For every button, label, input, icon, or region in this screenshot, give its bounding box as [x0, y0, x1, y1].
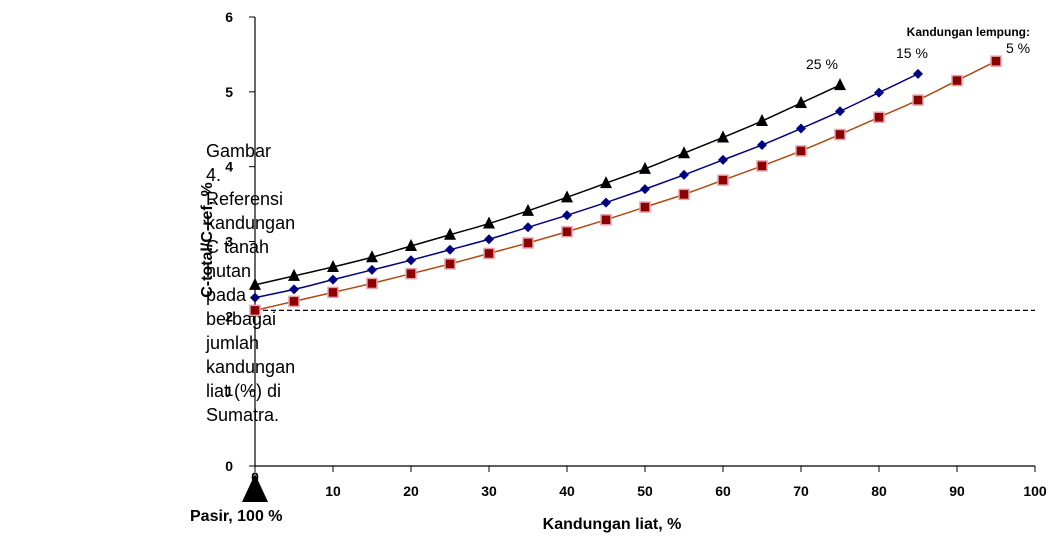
- diamond-point: [406, 255, 416, 266]
- x-tick-label: 60: [715, 483, 731, 499]
- labels-layer: Kandungan liat, % C-total/C-ref, % Kandu…: [190, 25, 1030, 533]
- diamond-point: [484, 234, 494, 245]
- y-tick-label: 1: [225, 383, 233, 399]
- y-tick-label: 3: [225, 234, 233, 250]
- square-point: [834, 128, 846, 141]
- triangle-point: [561, 190, 573, 203]
- square-point: [249, 304, 261, 317]
- x-tick-label: 40: [559, 483, 575, 499]
- y-tick-label: 4: [225, 159, 233, 175]
- diamond-point: [757, 139, 767, 150]
- square-point: [405, 267, 417, 280]
- y-tick-label: 6: [225, 9, 233, 25]
- triangle-point: [795, 96, 807, 109]
- square-point: [639, 201, 651, 213]
- square-point: [444, 258, 456, 270]
- x-tick-label: 30: [481, 483, 497, 499]
- triangle-point: [678, 146, 690, 159]
- diamond-point: [562, 210, 572, 221]
- legend-title: Kandungan lempung:: [907, 25, 1030, 39]
- square-point: [327, 286, 339, 299]
- series-label: 15 %: [896, 45, 928, 61]
- x-tick-label: 90: [949, 483, 965, 499]
- triangle-point: [444, 227, 456, 240]
- square-point: [561, 226, 573, 238]
- series-2: 5 %: [249, 40, 1030, 317]
- diamond-point: [328, 274, 338, 285]
- series-line: [254, 84, 841, 286]
- triangle-point: [639, 161, 651, 174]
- diamond-point: [718, 154, 728, 165]
- diamond-point: [250, 292, 260, 303]
- x-axis-title: Kandungan liat, %: [543, 516, 682, 533]
- y-tick-label: 5: [225, 84, 233, 100]
- square-point: [522, 237, 534, 249]
- square-point: [717, 174, 729, 186]
- x-tick-label: 20: [403, 483, 419, 499]
- triangle-point: [600, 176, 612, 189]
- series-label: 25 %: [806, 56, 838, 72]
- triangle-point: [717, 130, 729, 143]
- axes: 01234561020304050607080901000: [225, 9, 1047, 502]
- square-point: [990, 55, 1002, 67]
- y-tick-label: 2: [225, 308, 233, 324]
- square-point: [951, 74, 963, 87]
- diamond-point: [445, 244, 455, 255]
- triangle-point: [288, 268, 300, 281]
- x-tick-label: 80: [871, 483, 887, 499]
- diamond-point: [289, 284, 299, 295]
- square-point: [873, 111, 885, 124]
- y-axis-title: C-total/C-ref, %: [199, 182, 216, 298]
- x-tick-label: 10: [325, 483, 341, 499]
- pasir-annotation-label: Pasir, 100 %: [190, 508, 283, 525]
- triangle-point: [249, 277, 261, 290]
- diamond-point: [367, 264, 377, 275]
- series-label: 5 %: [1006, 40, 1030, 56]
- series-layer: 25 % 15 % 5 %: [249, 40, 1030, 317]
- diamond-point: [874, 87, 884, 98]
- square-point: [912, 94, 924, 106]
- square-point: [795, 145, 807, 157]
- y-tick-label: 0: [225, 458, 233, 474]
- x-tick-label: 70: [793, 483, 809, 499]
- x-tick-label: 50: [637, 483, 653, 499]
- diamond-point: [835, 106, 845, 117]
- figure-caption: Gambar 4. Referensi kandungan C tanah hu…: [206, 141, 296, 425]
- diamond-point: [796, 123, 806, 134]
- triangle-point: [405, 238, 417, 251]
- square-point: [483, 247, 495, 260]
- diamond-point: [601, 197, 611, 208]
- diamond-point: [913, 68, 923, 79]
- triangle-point: [834, 78, 846, 91]
- triangle-point: [483, 216, 495, 229]
- series-0: 25 %: [249, 56, 846, 290]
- triangle-point: [756, 114, 768, 127]
- triangle-point: [522, 203, 534, 216]
- triangle-point: [327, 259, 339, 272]
- diamond-point: [679, 169, 689, 180]
- square-point: [756, 160, 768, 172]
- series-1: 15 %: [250, 45, 928, 303]
- triangle-point: [366, 250, 378, 263]
- square-point: [288, 295, 300, 308]
- series-line: [254, 73, 919, 299]
- diamond-point: [640, 184, 650, 195]
- diamond-point: [523, 222, 533, 233]
- square-point: [678, 188, 690, 201]
- series-line: [254, 60, 997, 312]
- square-point: [600, 214, 612, 226]
- pasir-arrow-icon: [242, 474, 268, 502]
- x-tick-label: 100: [1023, 483, 1047, 499]
- square-point: [366, 277, 378, 290]
